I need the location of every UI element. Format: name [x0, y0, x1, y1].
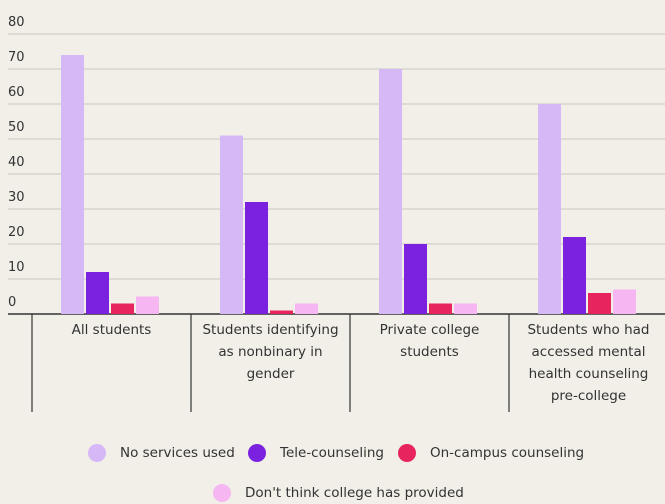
legend-label: No services used [120, 445, 235, 461]
bar [136, 296, 159, 314]
legend-swatch [88, 444, 106, 462]
bar [613, 289, 636, 314]
legend-swatch [248, 444, 266, 462]
bar [429, 303, 452, 314]
legend-label: Tele-counseling [280, 445, 384, 461]
bar [295, 303, 318, 314]
y-tick-label: 20 [8, 225, 25, 240]
bar [61, 55, 84, 314]
y-tick-label: 50 [8, 120, 25, 135]
bar [538, 104, 561, 314]
y-tick-label: 0 [8, 295, 16, 310]
y-tick-label: 60 [8, 85, 25, 100]
bar [454, 303, 477, 314]
x-tick-label: Private college students [379, 322, 480, 360]
legend-label: Don't think college has provided [245, 485, 464, 501]
legend-swatch [213, 484, 231, 502]
y-tick-label: 80 [8, 15, 25, 30]
bar [379, 69, 402, 314]
y-tick-label: 40 [8, 155, 25, 170]
legend-swatch [398, 444, 416, 462]
bar [86, 272, 109, 314]
legend-label: On-campus counseling [430, 445, 585, 461]
bar [404, 244, 427, 314]
bar [588, 293, 611, 314]
y-tick-label: 70 [8, 50, 25, 65]
bar [563, 237, 586, 314]
y-tick-label: 10 [8, 260, 25, 275]
bar [270, 310, 293, 314]
bar [245, 202, 268, 314]
bar [111, 303, 134, 314]
y-tick-label: 30 [8, 190, 25, 205]
x-tick-label: Students identifying as nonbinary in gen… [202, 322, 339, 382]
x-tick-label: All students [71, 322, 152, 338]
bar [220, 135, 243, 314]
x-tick-label: Students who had accessed mental health … [527, 322, 650, 404]
